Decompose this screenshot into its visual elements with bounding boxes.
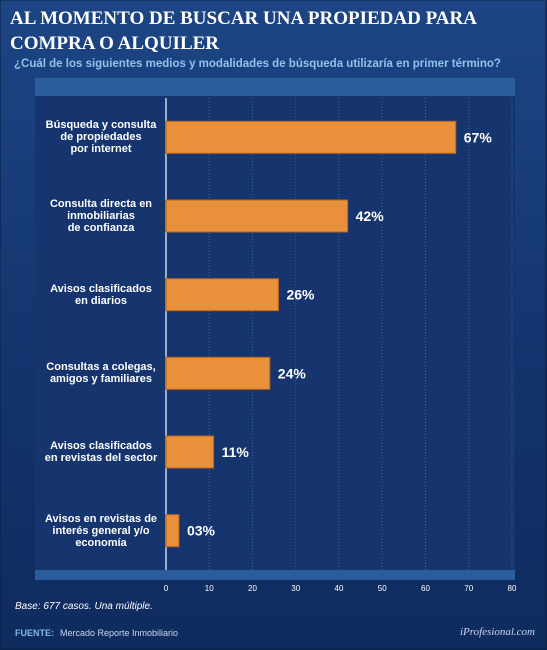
- x-tick-label: 20: [248, 584, 257, 593]
- source-label: FUENTE:: [15, 628, 54, 638]
- value-label: 03%: [187, 523, 216, 539]
- value-label: 11%: [222, 444, 250, 460]
- source: FUENTE: Mercado Reporte Inmobiliario: [15, 628, 178, 638]
- x-tick-label: 70: [464, 584, 473, 593]
- bar: [165, 278, 279, 312]
- value-label: 24%: [278, 365, 307, 381]
- chart-title: AL MOMENTO DE BUSCAR UNA PROPIEDAD PARA …: [10, 8, 476, 54]
- x-tick-label: 40: [335, 584, 344, 593]
- bar: [165, 199, 349, 233]
- category-label: Avisos clasificados en revistas del sect…: [44, 440, 158, 464]
- category-label: Avisos clasificados en diarios: [50, 282, 152, 307]
- category-label: Consulta directa en inmobiliarias de con…: [49, 198, 153, 234]
- category-label: Avisos en revistas de interés general y/…: [44, 512, 158, 549]
- x-tick-label: 0: [164, 584, 169, 593]
- brand: iProfesional.com: [459, 626, 535, 638]
- category-label: Búsqueda y consulta de propiedades por i…: [45, 119, 157, 156]
- panel-top-strip: [35, 78, 515, 96]
- bar: [165, 514, 180, 548]
- x-tick-label: 30: [291, 584, 300, 593]
- bar: [165, 356, 271, 390]
- value-label: 26%: [286, 287, 315, 303]
- plot-panel: [35, 78, 515, 580]
- value-label: 42%: [356, 208, 385, 224]
- note: Base: 677 casos. Una múltiple.: [15, 601, 153, 612]
- x-tick-label: 60: [421, 584, 430, 593]
- category-label: Consultas a colegas, amigos y familiares: [46, 361, 156, 386]
- source-text: Mercado Reporte Inmobiliario: [60, 628, 179, 638]
- x-tick-label: 50: [378, 584, 387, 593]
- bar: [165, 435, 215, 469]
- x-tick-label: 80: [508, 584, 517, 593]
- bar: [165, 120, 457, 154]
- x-tick-label: 10: [205, 584, 214, 593]
- chart-subtitle: ¿Cuál de los siguientes medios y modalid…: [14, 58, 501, 70]
- value-label: 67%: [464, 129, 493, 145]
- panel-bottom-strip: [35, 570, 515, 580]
